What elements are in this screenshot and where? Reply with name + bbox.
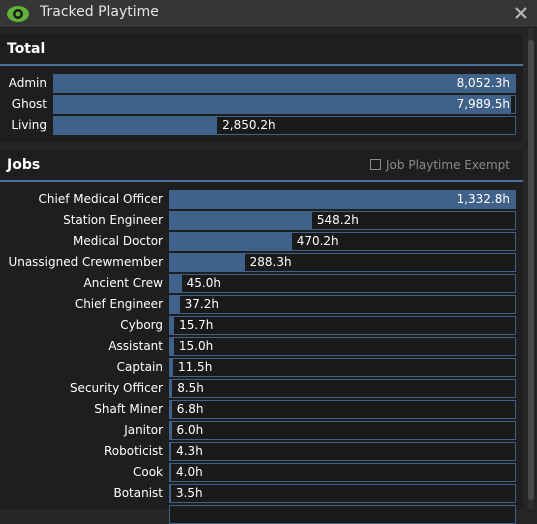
row-label: Station Engineer (63, 213, 163, 227)
bar-fill (170, 359, 173, 376)
bar-fill (170, 212, 312, 229)
section-title: Total (7, 41, 46, 57)
row-label: Botanist (113, 486, 163, 500)
cut-off-row (169, 505, 516, 524)
progress-bar: 4.3h (169, 442, 516, 461)
row-label: Cook (132, 465, 163, 479)
bar-value: 11.5h (177, 360, 213, 374)
row-label: Admin (8, 76, 47, 90)
progress-bar: 3.5h (169, 484, 516, 503)
bar-value: 8.5h (177, 381, 204, 395)
progress-bar: 15.0h (169, 337, 516, 356)
row-label: Roboticist (103, 444, 163, 458)
bar-fill (170, 443, 172, 460)
row-label: Shaft Miner (94, 402, 163, 416)
bar-fill (170, 422, 172, 439)
bar-value: 37.2h (184, 297, 219, 311)
progress-bar: 2,850.2h (53, 116, 516, 135)
row-label: Medical Doctor (73, 234, 163, 248)
bar-fill (170, 191, 515, 208)
progress-bar: 15.7h (169, 316, 516, 335)
progress-bar: 288.3h (169, 253, 516, 272)
section-divider (0, 64, 523, 66)
progress-bar: 4.0h (169, 463, 516, 482)
bar-value: 7,989.5h (456, 97, 510, 111)
close-button[interactable] (514, 6, 528, 20)
row-label: Cyborg (120, 318, 163, 332)
bar-fill (170, 464, 172, 481)
bar-fill (54, 75, 515, 92)
bar-fill (170, 485, 171, 502)
bar-fill (170, 275, 182, 292)
exempt-checkbox[interactable]: Job Playtime Exempt (370, 158, 510, 172)
row-label: Assistant (108, 339, 163, 353)
section-divider (0, 180, 523, 182)
progress-bar: 11.5h (169, 358, 516, 377)
row-label: Chief Engineer (74, 297, 163, 311)
scrollbar-thumb[interactable] (528, 40, 534, 500)
window-title: Tracked Playtime (40, 4, 159, 20)
row-label: Living (11, 118, 47, 132)
bar-value: 3.5h (175, 486, 203, 500)
progress-bar: 8,052.3h (53, 74, 516, 93)
progress-bar: 6.8h (169, 400, 516, 419)
progress-bar: 7,989.5h (53, 95, 516, 114)
row-label: Security Officer (69, 381, 163, 395)
bar-value: 6.0h (176, 423, 204, 437)
bar-value: 4.3h (176, 444, 203, 458)
bar-value: 15.7h (179, 318, 214, 332)
bar-value: 288.3h (249, 255, 292, 269)
progress-bar: 37.2h (169, 295, 516, 314)
row-label: Unassigned Crewmember (8, 255, 163, 269)
bar-fill (170, 296, 180, 313)
progress-bar: 548.2h (169, 211, 516, 230)
progress-bar: 45.0h (169, 274, 516, 293)
bar-value: 548.2h (316, 213, 359, 227)
bar-value: 15.0h (178, 339, 214, 353)
row-label: Ancient Crew (83, 276, 164, 290)
bar-fill (170, 338, 174, 355)
bar-fill (170, 254, 245, 271)
bar-value: 6.8h (176, 402, 204, 416)
eye-icon (7, 6, 29, 22)
bar-value: 8,052.3h (456, 76, 510, 90)
row-label: Janitor (124, 423, 163, 437)
progress-bar: 8.5h (169, 379, 516, 398)
bar-value: 2,850.2h (222, 118, 276, 132)
progress-bar: 1,332.8h (169, 190, 516, 209)
progress-bar: 470.2h (169, 232, 516, 251)
row-label: Chief Medical Officer (38, 192, 164, 206)
bar-value: 45.0h (186, 276, 221, 290)
bar-value: 470.2h (296, 234, 339, 248)
bar-value: 1,332.8h (456, 192, 510, 206)
row-label: Captain (116, 360, 163, 374)
bar-fill (54, 117, 218, 134)
bar-fill (54, 96, 512, 113)
checkbox-label: Job Playtime Exempt (386, 158, 510, 172)
section-title: Jobs (7, 157, 41, 173)
bar-fill (170, 401, 172, 418)
title-bar: Tracked Playtime (0, 0, 537, 28)
progress-bar: 6.0h (169, 421, 516, 440)
bar-value: 4.0h (176, 465, 203, 479)
bar-fill (170, 317, 175, 334)
row-label: Ghost (11, 97, 47, 111)
bar-fill (170, 233, 292, 250)
bar-fill (170, 380, 173, 397)
